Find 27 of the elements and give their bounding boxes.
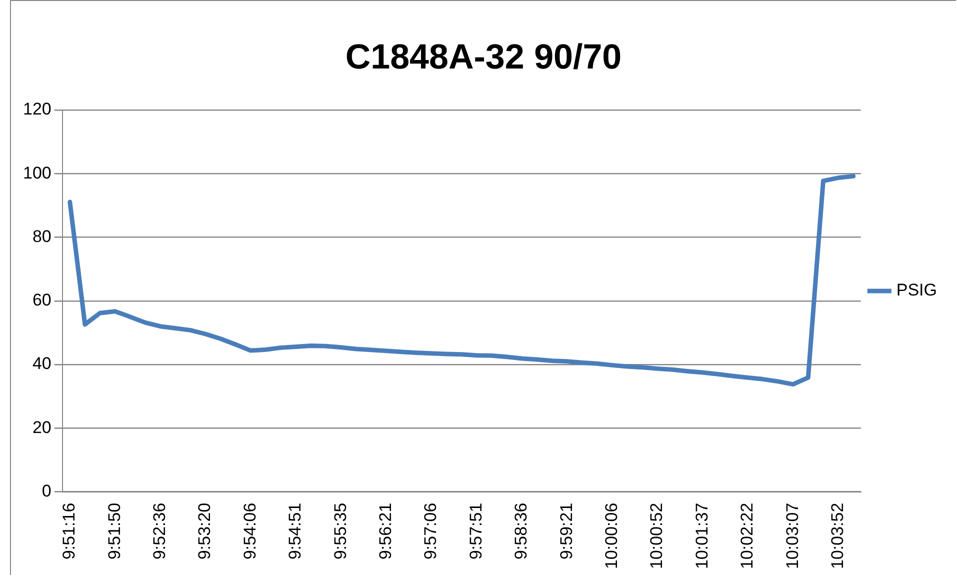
x-tick-label: 9:53:20 xyxy=(195,502,214,560)
x-tick-label: 9:51:16 xyxy=(60,502,79,560)
x-tick-label: 9:51:50 xyxy=(104,502,124,560)
legend-label: PSIG xyxy=(896,280,937,300)
x-tick-label: 9:57:51 xyxy=(466,502,486,560)
y-tick-label: 0 xyxy=(42,482,52,501)
y-tick-label: 80 xyxy=(32,226,52,246)
chart-title: C1848A-32 90/70 xyxy=(345,38,622,77)
x-tick-label: 9:58:36 xyxy=(512,502,531,560)
x-tick-label: 9:57:06 xyxy=(421,502,440,560)
x-tick-label: 10:03:07 xyxy=(782,502,802,570)
y-tick-label: 120 xyxy=(22,100,52,119)
x-tick-label: 10:00:06 xyxy=(602,502,621,570)
x-tick-label: 9:52:36 xyxy=(150,502,169,560)
x-tick-label: 10:00:52 xyxy=(647,502,666,570)
y-tick-label: 40 xyxy=(32,354,52,374)
x-tick-label: 9:56:21 xyxy=(376,502,395,560)
x-tick-label: 10:02:22 xyxy=(738,502,757,570)
x-tick-label: 9:54:06 xyxy=(240,502,260,560)
x-tick-label: 9:54:51 xyxy=(286,502,305,560)
x-tick-label: 9:59:21 xyxy=(556,502,576,560)
x-tick-label: 9:55:35 xyxy=(330,502,350,560)
y-tick-label: 20 xyxy=(32,418,52,437)
y-tick-label: 60 xyxy=(32,290,52,310)
x-tick-label: 10:01:37 xyxy=(692,502,712,570)
x-tick-label: 10:03:52 xyxy=(828,502,847,570)
y-tick-label: 100 xyxy=(22,163,52,182)
